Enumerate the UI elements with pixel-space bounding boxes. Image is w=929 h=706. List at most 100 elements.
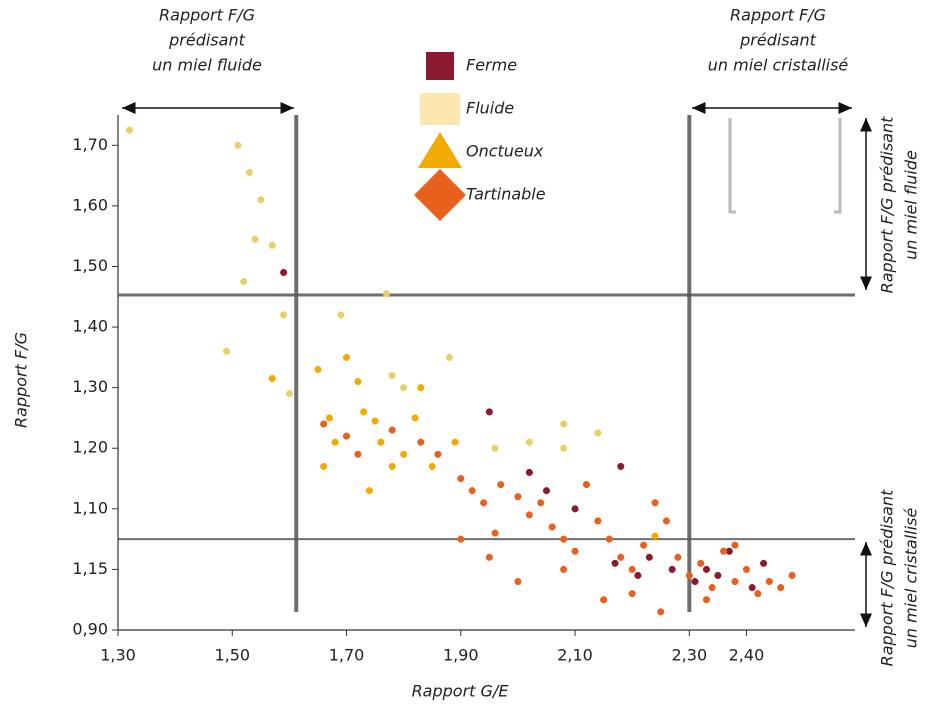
legend-label: Fluide xyxy=(466,99,514,118)
point xyxy=(360,408,368,416)
point xyxy=(525,511,533,519)
point xyxy=(571,505,579,513)
point xyxy=(491,529,499,537)
point xyxy=(754,590,762,598)
point xyxy=(560,535,568,543)
y-tick-label: 1,20 xyxy=(72,438,108,457)
point xyxy=(662,517,671,525)
annotation: prédisant xyxy=(168,31,245,50)
point xyxy=(668,565,676,573)
legend-label: Tartinable xyxy=(466,185,546,204)
point xyxy=(611,559,619,567)
point xyxy=(560,420,568,428)
point xyxy=(417,384,425,392)
point xyxy=(388,426,396,434)
point xyxy=(708,584,716,592)
point xyxy=(468,487,476,495)
annotation: prédisant xyxy=(739,31,816,50)
point xyxy=(720,547,728,555)
point xyxy=(640,541,648,549)
point xyxy=(337,311,345,319)
x-tick-label: 2,40 xyxy=(729,646,765,665)
point xyxy=(388,371,396,380)
point xyxy=(514,493,522,501)
point xyxy=(342,432,351,440)
point xyxy=(331,438,339,446)
annotation: un miel cristallisé xyxy=(708,56,849,75)
point xyxy=(245,169,253,177)
legend-marker xyxy=(418,132,462,168)
y-tick-label: 1,40 xyxy=(72,317,108,336)
annotation: Rapport F/G prédisant xyxy=(878,116,897,294)
point xyxy=(434,450,442,458)
point xyxy=(731,541,739,549)
point xyxy=(400,384,408,392)
point xyxy=(400,450,408,458)
point xyxy=(354,450,362,458)
point xyxy=(628,590,636,598)
y-tick-label: 1,30 xyxy=(72,377,108,396)
point xyxy=(285,390,293,398)
annotation: un miel fluide xyxy=(902,150,921,260)
legend-marker xyxy=(426,52,454,80)
point xyxy=(714,571,722,580)
y-tick-label: 1,15 xyxy=(72,559,108,578)
point xyxy=(371,417,379,425)
point xyxy=(645,553,653,561)
point xyxy=(617,553,625,561)
point xyxy=(411,414,419,422)
x-tick-label: 1,70 xyxy=(329,646,365,665)
point xyxy=(257,196,265,204)
point xyxy=(480,499,488,507)
bracket xyxy=(728,118,842,214)
x-tick-label: 1,30 xyxy=(100,646,136,665)
point xyxy=(605,535,613,543)
point xyxy=(320,420,328,428)
y-axis-label: Rapport F/G xyxy=(12,332,31,428)
annotation: un miel fluide xyxy=(152,56,262,75)
x-tick-label: 1,50 xyxy=(214,646,250,665)
point xyxy=(651,499,659,507)
point xyxy=(377,438,385,446)
point xyxy=(525,468,533,477)
point xyxy=(457,474,465,483)
point xyxy=(342,353,351,361)
point xyxy=(702,596,711,604)
point xyxy=(234,141,242,149)
point xyxy=(617,462,625,470)
point xyxy=(571,547,579,555)
legend-label: Ferme xyxy=(466,56,517,75)
point xyxy=(325,414,333,422)
y-tick-label: 0,90 xyxy=(72,620,108,639)
point xyxy=(560,444,568,452)
point xyxy=(125,126,133,134)
point xyxy=(674,553,682,561)
point xyxy=(691,577,699,586)
point xyxy=(685,571,693,580)
point xyxy=(525,438,533,446)
point xyxy=(731,577,739,586)
legend-marker xyxy=(420,93,460,125)
point xyxy=(760,559,768,567)
annotation: Rapport F/G xyxy=(159,6,255,25)
point xyxy=(485,408,493,416)
point xyxy=(742,565,750,573)
point xyxy=(748,584,756,592)
point xyxy=(428,462,436,470)
point xyxy=(491,444,499,452)
x-tick-label: 2,30 xyxy=(672,646,708,665)
annotation: Rapport F/G prédisant xyxy=(878,489,897,667)
point xyxy=(388,462,396,470)
point xyxy=(268,375,276,383)
point xyxy=(280,268,288,277)
point xyxy=(594,429,602,437)
point xyxy=(702,565,711,573)
point xyxy=(451,438,459,446)
x-axis-label: Rapport G/E xyxy=(412,682,510,701)
point xyxy=(268,241,276,249)
x-tick-label: 1,90 xyxy=(443,646,479,665)
x-tick-label: 2,10 xyxy=(557,646,593,665)
point xyxy=(457,535,465,543)
point xyxy=(497,481,505,489)
point xyxy=(651,532,659,540)
